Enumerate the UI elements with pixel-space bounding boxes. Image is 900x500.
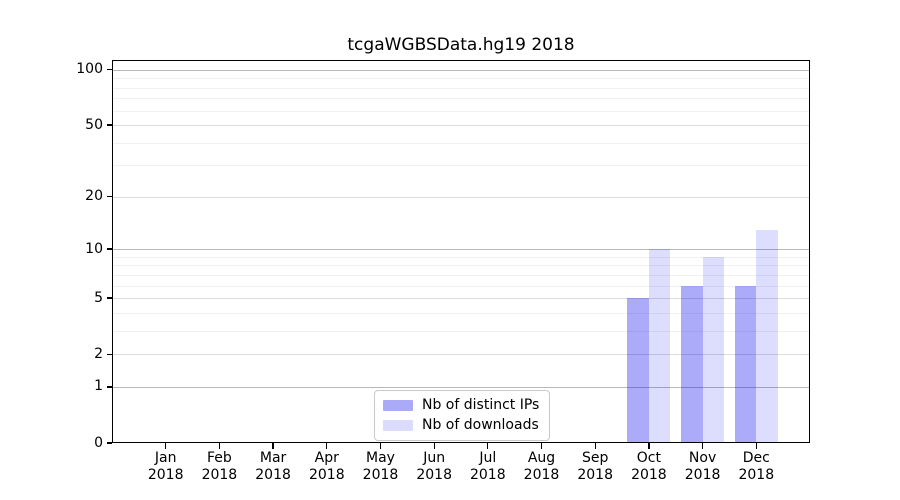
y-tick-mark-100 [106, 69, 112, 71]
x-tick-mark-apr [326, 443, 328, 449]
legend-swatch-downloads-icon [383, 420, 413, 431]
x-tick-label-dec: Dec 2018 [738, 450, 775, 483]
x-tick-mark-nov [701, 443, 704, 449]
x-tick-mark-oct [648, 443, 650, 449]
plot-area: Nb of distinct IPs Nb of downloads [112, 60, 810, 443]
y-tick-mark-2 [106, 353, 112, 355]
y-tick-mark-1 [106, 386, 112, 388]
gridline-minor-30 [112, 165, 810, 167]
x-tick-label-aug: Aug 2018 [523, 450, 560, 483]
y-tick-mark-5 [106, 297, 112, 299]
y-tick-label-100: 100 [76, 61, 103, 78]
gridline-2 [112, 354, 810, 356]
bar-nb-of-downloads-nov [702, 256, 725, 443]
gridline-50 [112, 125, 810, 126]
x-tick-mark-feb [218, 443, 221, 449]
chart-title: tcgaWGBSData.hg19 2018 [347, 35, 575, 55]
legend-item-downloads: Nb of downloads [383, 417, 539, 434]
y-tick-label-10: 10 [85, 240, 103, 257]
x-tick-label-may: May 2018 [362, 450, 399, 483]
gridline-minor-9 [112, 256, 810, 258]
x-tick-label-feb: Feb 2018 [201, 450, 238, 483]
legend-swatch-distinct-ips-icon [383, 400, 413, 411]
gridline-minor-6 [112, 285, 810, 287]
x-tick-label-apr: Apr 2018 [308, 450, 345, 483]
y-tick-label-5: 5 [94, 289, 103, 306]
x-tick-label-nov: Nov 2018 [684, 450, 721, 483]
bars-layer [112, 60, 810, 443]
bar-nb-of-distinct-ips-oct [627, 298, 649, 443]
x-tick-label-jun: Jun 2018 [416, 450, 452, 483]
x-tick-label-jan: Jan 2018 [147, 450, 184, 483]
gridline-minor-70 [112, 98, 810, 100]
x-tick-mark-jul [487, 443, 489, 449]
x-tick-label-sep: Sep 2018 [577, 450, 613, 483]
legend-item-distinct-ips: Nb of distinct IPs [383, 397, 539, 414]
x-tick-label-jul: Jul 2018 [469, 450, 506, 483]
gridline-5 [112, 298, 810, 300]
bar-nb-of-distinct-ips-nov [681, 285, 703, 443]
x-tick-mark-dec [755, 443, 757, 449]
gridline-1 [112, 386, 810, 388]
y-tick-mark-0 [106, 442, 112, 444]
y-tick-label-20: 20 [85, 188, 103, 205]
legend-label-downloads: Nb of downloads [422, 417, 539, 433]
y-tick-label-50: 50 [85, 116, 103, 133]
x-tick-mark-aug [540, 443, 543, 449]
x-tick-mark-sep [594, 443, 596, 449]
gridline-100 [112, 69, 810, 71]
gridline-minor-60 [112, 110, 810, 112]
x-tick-label-oct: Oct 2018 [631, 450, 667, 483]
gridline-minor-8 [112, 265, 810, 267]
x-tick-mark-jun [433, 443, 435, 449]
bar-nb-of-downloads-dec [756, 229, 778, 443]
y-tick-label-0: 0 [94, 434, 103, 451]
gridline-minor-40 [112, 142, 810, 144]
y-tick-mark-50 [106, 124, 112, 126]
bar-nb-of-distinct-ips-dec [734, 285, 757, 443]
gridline-minor-7 [112, 274, 810, 276]
gridlines-layer [112, 60, 810, 443]
y-tick-label-1: 1 [94, 378, 103, 395]
legend-label-distinct-ips: Nb of distinct IPs [422, 397, 540, 413]
gridline-10 [112, 249, 810, 251]
bar-nb-of-downloads-oct [648, 249, 671, 443]
gridline-20 [112, 196, 810, 198]
y-tick-mark-20 [106, 196, 112, 198]
gridline-minor-4 [112, 312, 810, 314]
gridline-minor-80 [112, 87, 810, 89]
x-tick-mark-mar [272, 443, 274, 449]
x-tick-mark-jan [165, 443, 167, 449]
x-tick-mark-may [379, 443, 382, 449]
gridline-minor-90 [112, 78, 810, 80]
x-tick-label-mar: Mar 2018 [255, 450, 291, 483]
y-tick-label-2: 2 [94, 345, 103, 362]
gridline-minor-3 [112, 330, 810, 332]
legend: Nb of distinct IPs Nb of downloads [374, 390, 551, 441]
y-tick-mark-10 [106, 248, 112, 250]
